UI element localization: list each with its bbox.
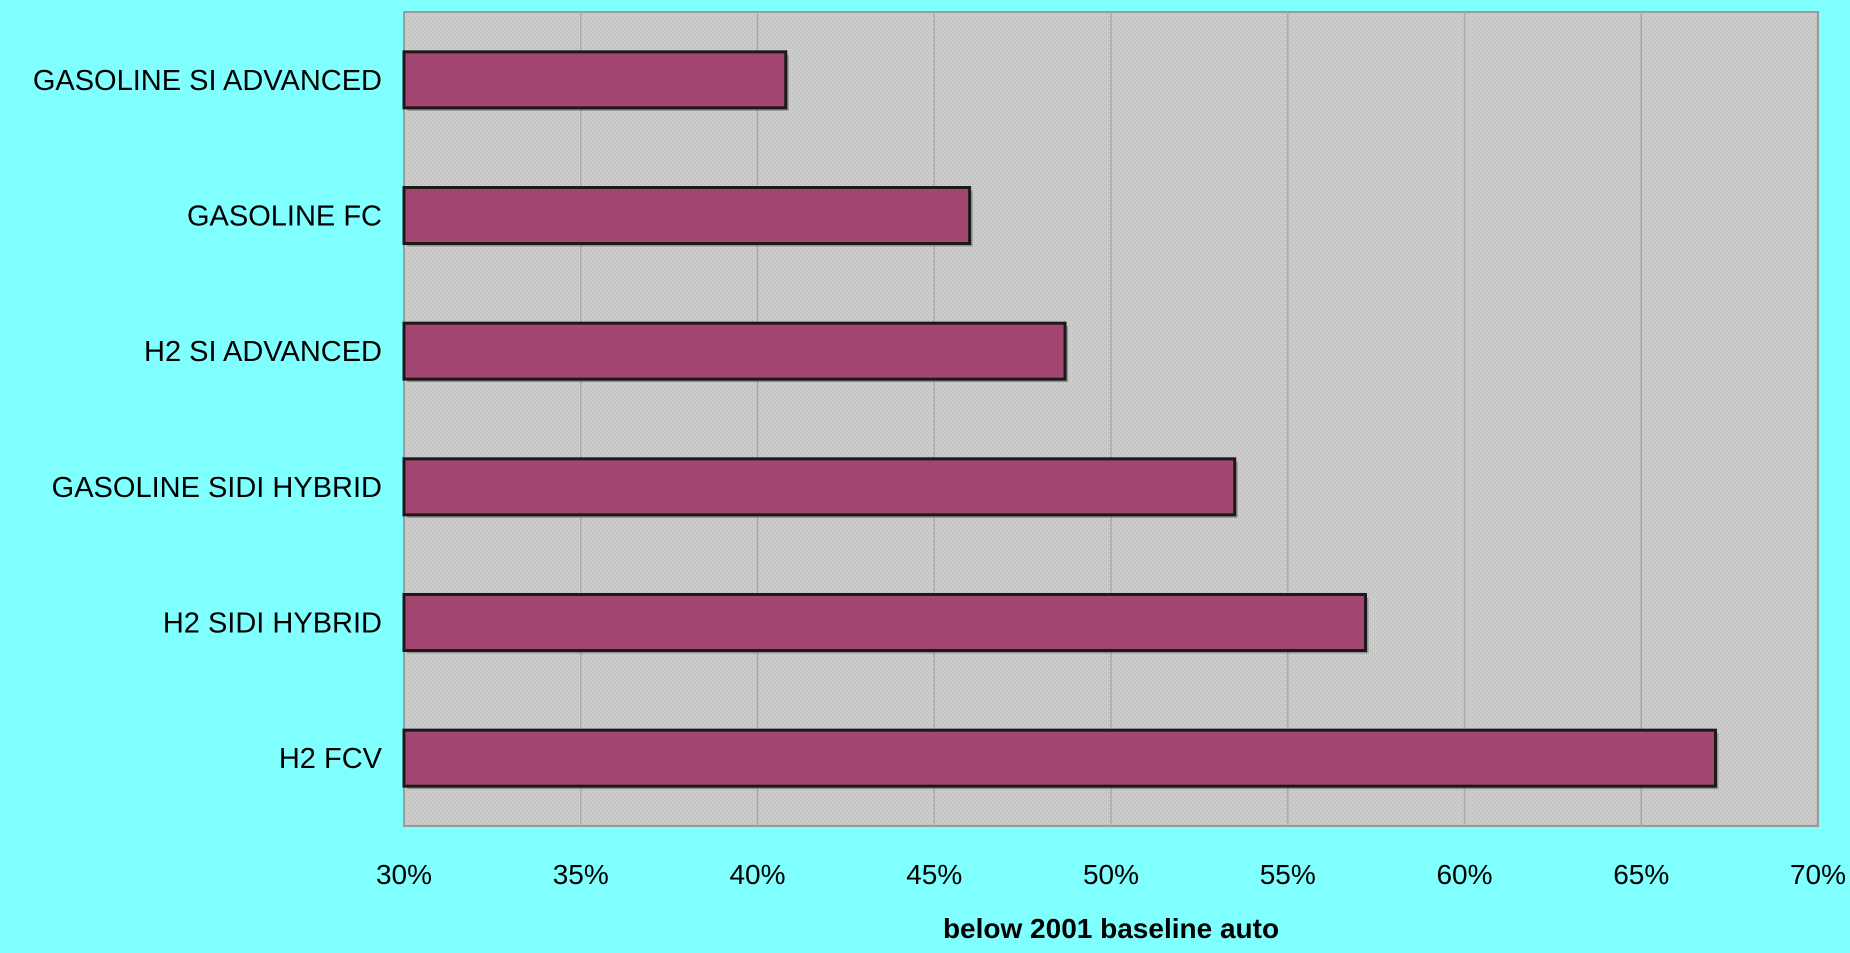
x-axis-labels: 30% 35% 40% 45% 50% 55% 60% 65% 70% xyxy=(376,859,1846,890)
x-tick-label: 50% xyxy=(1083,859,1139,890)
bar xyxy=(402,321,1067,381)
bars xyxy=(402,50,1719,790)
bar xyxy=(402,728,1717,788)
x-tick-label: 40% xyxy=(729,859,785,890)
gridlines xyxy=(580,12,1642,826)
y-axis-labels: GASOLINE SI ADVANCED GASOLINE FC H2 SI ADV… xyxy=(33,65,383,775)
x-tick-label: 65% xyxy=(1613,859,1669,890)
y-tick-label: GASOLINE FC xyxy=(187,201,382,233)
y-tick-label: H2 SI ADVANCED xyxy=(144,336,382,368)
x-tick-label: 45% xyxy=(906,859,962,890)
x-tick-label: 30% xyxy=(376,859,432,890)
bar xyxy=(402,457,1237,517)
x-axis-title: below 2001 baseline auto xyxy=(943,913,1279,944)
y-tick-label: H2 FCV xyxy=(279,743,383,775)
x-tick-label: 55% xyxy=(1260,859,1316,890)
y-tick-label: GASOLINE SI ADVANCED xyxy=(33,65,382,97)
bar xyxy=(402,50,788,110)
x-tick-label: 70% xyxy=(1790,859,1846,890)
bar xyxy=(402,593,1368,652)
y-tick-label: GASOLINE SIDI HYBRID xyxy=(52,472,382,504)
y-tick-label: H2 SIDI HYBRID xyxy=(163,608,382,640)
x-tick-label: 60% xyxy=(1436,859,1492,890)
x-tick-label: 35% xyxy=(553,859,609,890)
bar xyxy=(402,186,972,245)
